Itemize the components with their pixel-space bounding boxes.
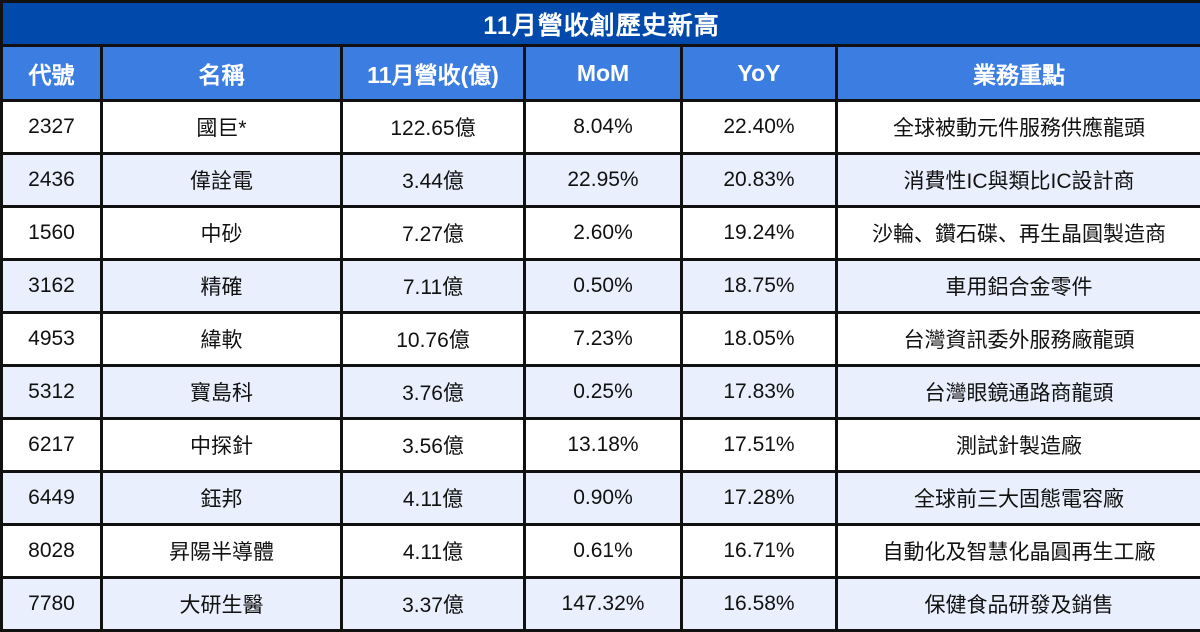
revenue-cell: 3.44億 (342, 154, 525, 207)
column-header-yoy: YoY (682, 46, 837, 101)
mom-cell: 8.04% (525, 101, 682, 154)
business-cell: 沙輪、鑽石碟、再生晶圓製造商 (837, 207, 1200, 260)
name-cell: 大研生醫 (102, 578, 342, 631)
business-cell: 保健食品研發及銷售 (837, 578, 1200, 631)
mom-cell: 0.61% (525, 525, 682, 578)
yoy-cell: 17.83% (682, 366, 837, 419)
revenue-cell: 122.65億 (342, 101, 525, 154)
yoy-cell: 17.28% (682, 472, 837, 525)
business-cell: 車用鋁合金零件 (837, 260, 1200, 313)
column-header-code: 代號 (2, 46, 102, 101)
code-cell: 1560 (2, 207, 102, 260)
code-cell: 5312 (2, 366, 102, 419)
code-cell: 6449 (2, 472, 102, 525)
revenue-cell: 7.27億 (342, 207, 525, 260)
yoy-cell: 19.24% (682, 207, 837, 260)
yoy-cell: 22.40% (682, 101, 837, 154)
code-cell: 4953 (2, 313, 102, 366)
yoy-cell: 20.83% (682, 154, 837, 207)
mom-cell: 0.90% (525, 472, 682, 525)
revenue-cell: 10.76億 (342, 313, 525, 366)
name-cell: 鈺邦 (102, 472, 342, 525)
mom-cell: 7.23% (525, 313, 682, 366)
revenue-cell: 3.37億 (342, 578, 525, 631)
business-cell: 自動化及智慧化晶圓再生工廠 (837, 525, 1200, 578)
revenue-cell: 4.11億 (342, 525, 525, 578)
yoy-cell: 18.05% (682, 313, 837, 366)
business-cell: 全球前三大固態電容廠 (837, 472, 1200, 525)
code-cell: 3162 (2, 260, 102, 313)
title-row: 11月營收創歷史新高 (2, 2, 1200, 46)
yoy-cell: 18.75% (682, 260, 837, 313)
business-cell: 全球被動元件服務供應龍頭 (837, 101, 1200, 154)
name-cell: 精確 (102, 260, 342, 313)
code-cell: 8028 (2, 525, 102, 578)
column-header-business: 業務重點 (837, 46, 1200, 101)
yoy-cell: 16.71% (682, 525, 837, 578)
yoy-cell: 17.51% (682, 419, 837, 472)
revenue-cell: 3.56億 (342, 419, 525, 472)
mom-cell: 2.60% (525, 207, 682, 260)
business-cell: 台灣眼鏡通路商龍頭 (837, 366, 1200, 419)
name-cell: 寶島科 (102, 366, 342, 419)
name-cell: 緯軟 (102, 313, 342, 366)
code-cell: 2327 (2, 101, 102, 154)
yoy-cell: 16.58% (682, 578, 837, 631)
business-cell: 消費性IC與類比IC設計商 (837, 154, 1200, 207)
business-cell: 測試針製造廠 (837, 419, 1200, 472)
name-cell: 昇陽半導體 (102, 525, 342, 578)
column-header-revenue: 11月營收(億) (342, 46, 525, 101)
mom-cell: 22.95% (525, 154, 682, 207)
column-header-mom: MoM (525, 46, 682, 101)
code-cell: 2436 (2, 154, 102, 207)
mom-cell: 0.50% (525, 260, 682, 313)
revenue-cell: 4.11億 (342, 472, 525, 525)
name-cell: 偉詮電 (102, 154, 342, 207)
name-cell: 中砂 (102, 207, 342, 260)
page-title: 11月營收創歷史新高 (2, 2, 1200, 46)
name-cell: 國巨* (102, 101, 342, 154)
revenue-cell: 7.11億 (342, 260, 525, 313)
mom-cell: 147.32% (525, 578, 682, 631)
code-cell: 6217 (2, 419, 102, 472)
name-cell: 中探針 (102, 419, 342, 472)
mom-cell: 0.25% (525, 366, 682, 419)
code-cell: 7780 (2, 578, 102, 631)
mom-cell: 13.18% (525, 419, 682, 472)
column-header-name: 名稱 (102, 46, 342, 101)
business-cell: 台灣資訊委外服務廠龍頭 (837, 313, 1200, 366)
revenue-cell: 3.76億 (342, 366, 525, 419)
